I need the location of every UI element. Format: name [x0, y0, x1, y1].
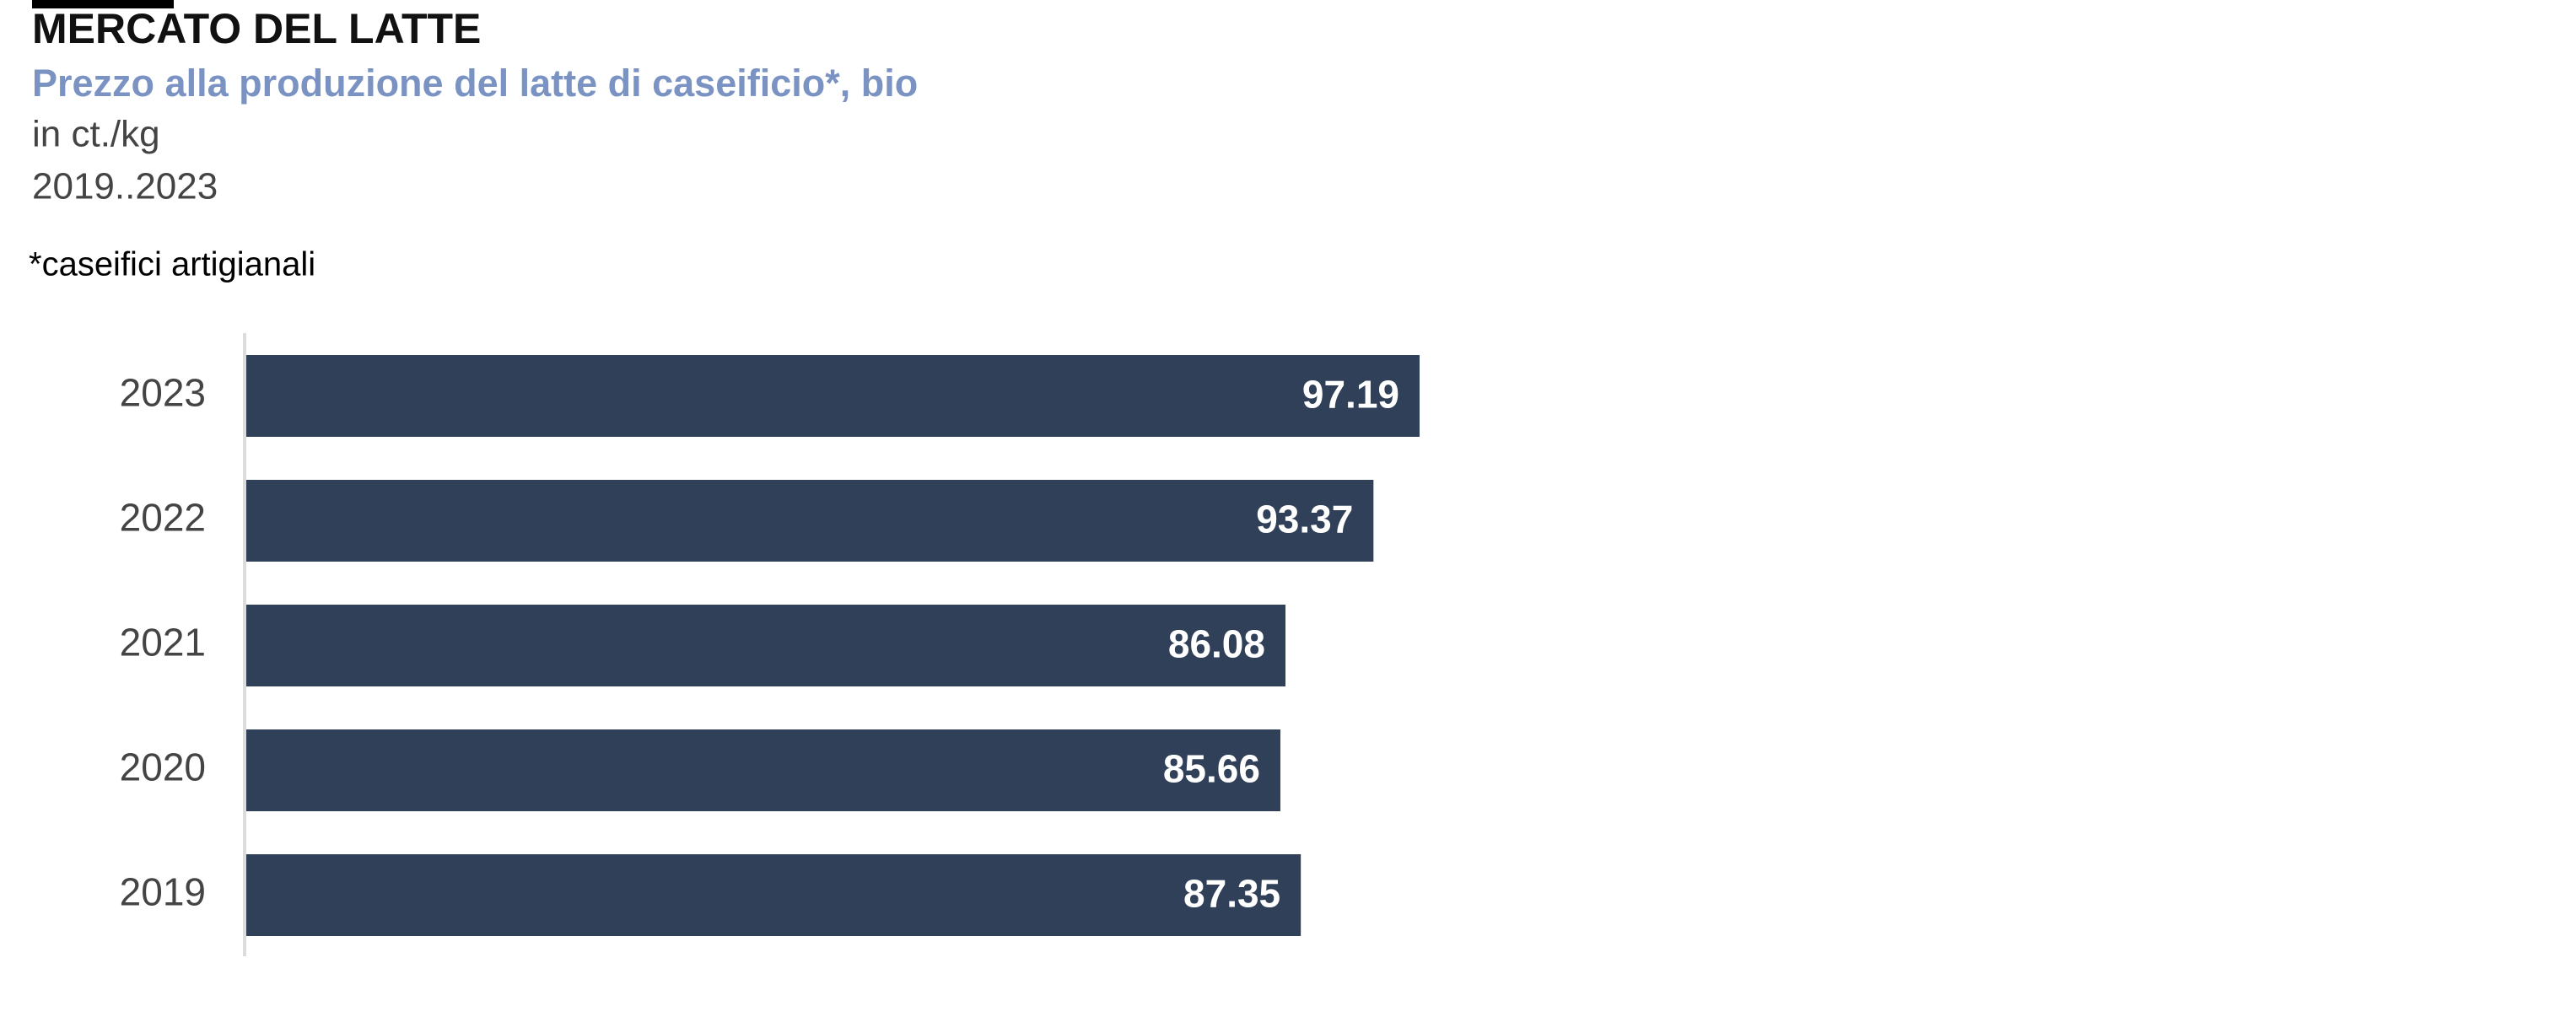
- chart-title: MERCATO DEL LATTE: [32, 5, 481, 52]
- bar: [246, 480, 1374, 562]
- category-label: 2021: [120, 621, 206, 665]
- bar: [246, 355, 1420, 437]
- category-label: 2022: [120, 496, 206, 540]
- value-label: 97.19: [1302, 373, 1399, 417]
- value-label: 93.37: [1256, 498, 1353, 541]
- value-label: 86.08: [1168, 622, 1265, 666]
- category-label: 2019: [120, 870, 206, 914]
- value-label: 87.35: [1183, 872, 1280, 916]
- period-label: 2019..2023: [32, 166, 218, 207]
- bar: [246, 729, 1280, 811]
- bar: [246, 605, 1285, 686]
- value-label: 85.66: [1163, 747, 1260, 791]
- footnote: *caseifici artigianali: [29, 246, 315, 283]
- chart-subtitle: Prezzo alla produzione del latte di case…: [32, 62, 918, 105]
- category-label: 2020: [120, 745, 206, 789]
- unit-label: in ct./kg: [32, 114, 160, 155]
- bar: [246, 854, 1301, 936]
- top-accent: [32, 0, 174, 8]
- category-label: 2023: [120, 371, 206, 415]
